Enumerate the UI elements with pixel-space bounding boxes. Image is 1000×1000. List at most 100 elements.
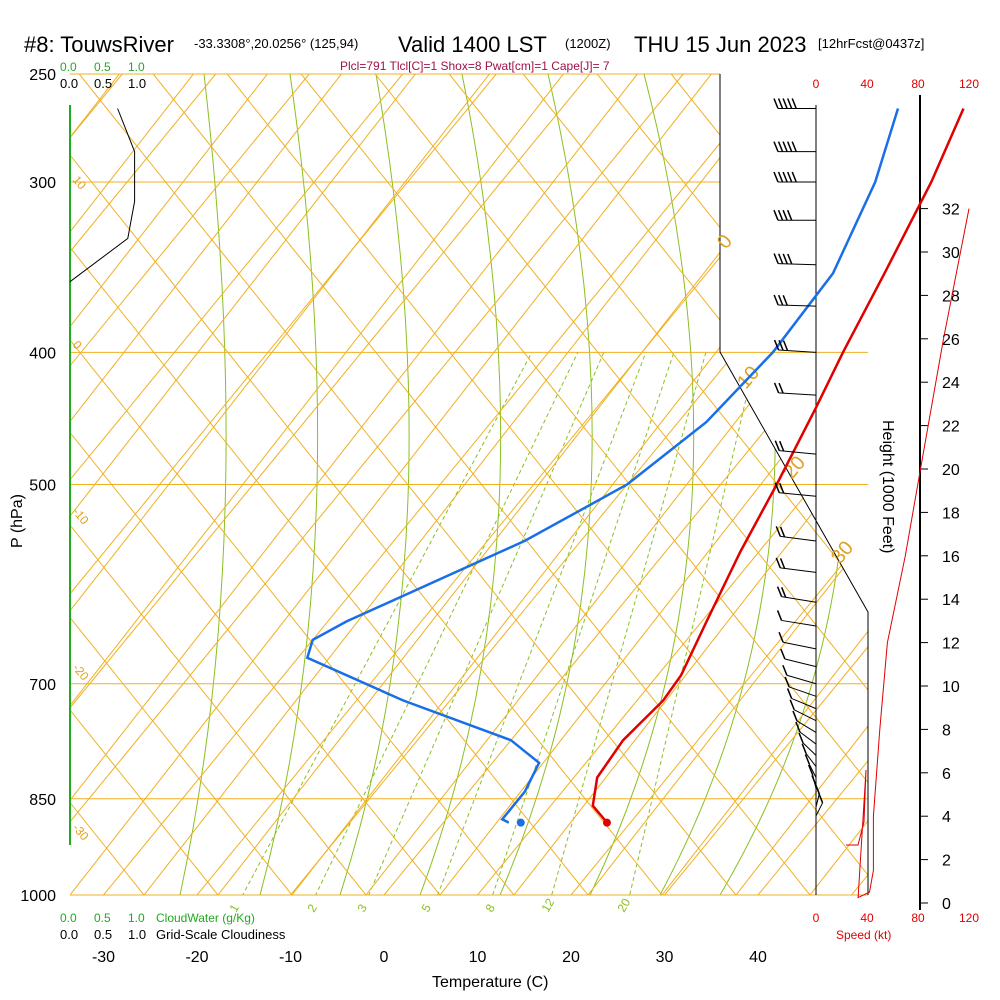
adiabat-line (143, 74, 868, 895)
wind-barb-flag (795, 721, 801, 733)
wind-barb-flag (817, 792, 824, 804)
mixing-ratio-line (624, 351, 758, 895)
adiabat-line (70, 74, 527, 895)
temperature-line (591, 107, 965, 824)
cloudiness-tick-top-0: 0.0 (60, 76, 78, 91)
temperature-tick-label: -30 (92, 949, 115, 966)
cloudwater-legend-label: CloudWater (g/Kg) (156, 911, 255, 925)
wind-barb (775, 557, 817, 573)
wind-barb-staff (778, 263, 817, 266)
wind-barb (773, 141, 816, 153)
wind-barb (773, 382, 817, 396)
wind-barb-staff (793, 709, 817, 722)
adiabat-line (70, 74, 589, 895)
wind-barb-staff (815, 802, 824, 817)
adiabat-line (70, 74, 868, 895)
wind-barb-flag (780, 648, 786, 660)
wind-barb-flag (778, 340, 784, 351)
isotherm-line (70, 74, 310, 895)
wind-barb-flag (786, 688, 793, 699)
wind-barb (780, 648, 817, 668)
chart-frame (69, 74, 921, 910)
wind-barb-flag (778, 631, 784, 643)
adiabat-line (70, 74, 379, 895)
isobar-lines (70, 73, 868, 896)
wind-barb-flag (773, 253, 779, 264)
wind-barb-flag (775, 526, 781, 537)
adiabat-line (70, 74, 663, 895)
wind-barb-flag (779, 440, 785, 452)
isotherm-line (70, 74, 404, 895)
wind-barb-staff (802, 742, 817, 756)
adiabat-line (365, 74, 868, 895)
speed-tick-label-top: 80 (911, 77, 925, 91)
wind-barb (784, 676, 817, 697)
wind-barb-staff (799, 731, 817, 745)
wind-barb (801, 743, 817, 767)
wind-barb (795, 721, 817, 745)
wind-barb (776, 610, 817, 627)
mixing-ratio-line (305, 351, 579, 895)
moist-adiabat (419, 74, 502, 895)
wind-barb (773, 339, 817, 353)
adiabat-line (405, 74, 868, 895)
temperature-tick-label: -20 (185, 949, 208, 966)
surface-dewpoint-dot (516, 818, 525, 827)
wind-column-border (719, 74, 869, 895)
speed-tick-label-top: 120 (959, 77, 979, 91)
height-tick-label: 14 (942, 592, 960, 609)
moist-adiabat (499, 74, 593, 895)
wind-barb-flag (782, 253, 788, 265)
height-tick-label: 28 (942, 288, 960, 305)
speed-tick-label-bottom: 40 (860, 911, 874, 925)
mixing-ratio-label: 8 (482, 901, 498, 914)
wind-barb-staff (781, 619, 817, 627)
wind-barb-flag (779, 558, 786, 569)
adiabat-line (70, 74, 675, 895)
isotherm-line (570, 74, 868, 895)
moist-adiabat (339, 74, 410, 895)
wind-barb-flag (786, 171, 793, 183)
wind-barb-flag (792, 710, 798, 722)
mixing-ratio-line (485, 351, 675, 895)
wind-barb (815, 792, 824, 817)
wind-barb-flag (773, 339, 780, 351)
wind-barb-flag (784, 676, 790, 688)
wind-speed-line (846, 208, 970, 899)
wind-barb-flag (777, 171, 784, 183)
wind-barb-flag (777, 253, 784, 265)
speed-tick-label-bottom: 0 (813, 911, 820, 925)
adiabat-line (70, 74, 293, 895)
wind-barb-staff (780, 567, 817, 573)
wind-barb-flag (778, 382, 784, 394)
temperature-tick-label: 20 (562, 949, 580, 966)
wind-barb (789, 699, 817, 722)
wind-barb (774, 440, 817, 455)
wind-barb-flag (776, 610, 783, 621)
surface-temperature-dot (602, 818, 611, 827)
mixing-ratio-line (429, 351, 647, 895)
adiabat-line (70, 74, 823, 895)
cloudiness-legend-label: Grid-Scale Cloudiness (156, 927, 286, 942)
wind-barb-flag (791, 98, 797, 109)
height-tick-label: 8 (942, 722, 951, 739)
adiabat-line (70, 74, 367, 895)
wind-barb-flag (786, 209, 793, 221)
wind-barb (778, 631, 817, 650)
wind-barb-flag (773, 171, 779, 183)
cloudwater-tick-top-2: 1.0 (128, 60, 145, 74)
isotherm-line (851, 74, 868, 895)
saturation-adiabat-label: 30 (827, 537, 858, 568)
adiabat-line (701, 74, 868, 895)
adiabat-line (809, 74, 868, 895)
pressure-tick-label: 850 (29, 792, 56, 809)
wind-barb-staff (779, 492, 817, 497)
speed-tick-label-bottom: 120 (959, 911, 979, 925)
pressure-tick-label: 250 (29, 67, 56, 84)
height-tick-label: 30 (942, 245, 960, 262)
wind-barb (775, 526, 817, 542)
saturation-adiabat-label: 20 (779, 452, 810, 483)
y-axis-title: P (hPa) (9, 494, 26, 548)
cloudiness-tick-bottom-2: 1.0 (128, 927, 146, 942)
adiabat-line (70, 74, 515, 895)
